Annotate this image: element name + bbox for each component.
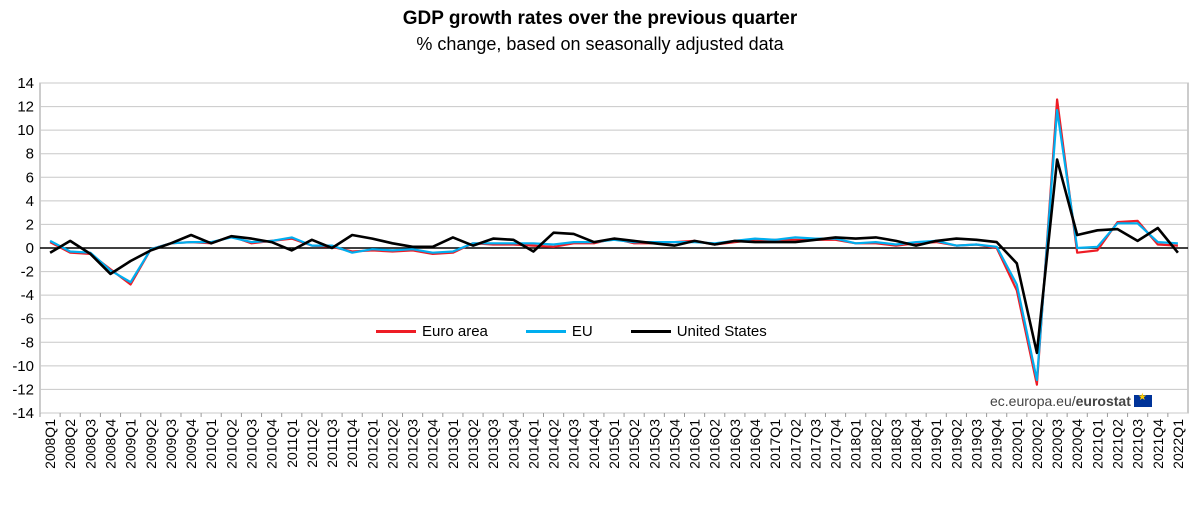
legend-item-eu: EU (525, 323, 593, 340)
y-tick-label: 4 (26, 193, 34, 210)
x-tick-label: 2012Q3 (405, 419, 421, 469)
x-tick-label: 2019Q3 (969, 419, 985, 469)
x-tick-label: 2013Q2 (465, 419, 481, 469)
y-tick-label: 8 (26, 146, 34, 163)
chart-subtitle: % change, based on seasonally adjusted d… (416, 34, 784, 54)
x-tick-label: 2020Q1 (1009, 419, 1025, 469)
source-prefix: ec.europa.eu/ (990, 393, 1076, 409)
x-tick-label: 2014Q2 (546, 419, 562, 469)
x-tick-label: 2011Q4 (344, 419, 360, 468)
x-tick-label: 2013Q3 (485, 419, 501, 469)
x-tick-label: 2014Q1 (525, 419, 541, 469)
x-tick-label: 2009Q4 (183, 419, 199, 469)
legend-item-euro-area: Euro area (376, 323, 488, 340)
y-tick-label: -8 (21, 334, 34, 351)
legend-swatch-euro-area (376, 330, 416, 333)
legend-label-united-states: United States (676, 323, 767, 340)
x-tick-label: 2008Q1 (42, 419, 58, 469)
x-tick-label: 2008Q2 (62, 419, 78, 469)
x-tick-label: 2019Q2 (948, 419, 964, 469)
x-tick-label: 2018Q3 (888, 419, 904, 469)
y-tick-label: 12 (17, 99, 34, 116)
y-tick-label: 2 (26, 216, 34, 233)
x-tick-label: 2016Q3 (727, 419, 743, 469)
x-tick-label: 2015Q4 (666, 419, 682, 469)
y-tick-label: 10 (17, 122, 34, 139)
x-tick-label: 2009Q2 (143, 419, 159, 469)
x-tick-label: 2013Q4 (505, 419, 521, 469)
y-tick-label: 14 (17, 75, 34, 92)
x-tick-label: 2013Q1 (445, 419, 461, 469)
x-tick-label: 2018Q2 (868, 419, 884, 469)
legend-label-euro-area: Euro area (422, 323, 488, 340)
x-tick-label: 2010Q4 (264, 419, 280, 469)
source-brand: eurostat (1075, 393, 1131, 409)
y-tick-label: -12 (12, 381, 34, 398)
x-tick-label: 2012Q2 (384, 419, 400, 469)
x-tick-label: 2009Q1 (123, 419, 139, 469)
x-tick-label: 2016Q4 (747, 419, 763, 469)
x-tick-label: 2020Q4 (1069, 419, 1085, 469)
x-tick-label: 2018Q1 (848, 419, 864, 469)
x-tick-label: 2012Q1 (364, 419, 380, 469)
x-tick-label: 2017Q4 (828, 419, 844, 469)
x-tick-label: 2017Q3 (807, 419, 823, 469)
legend-swatch-united-states (630, 330, 671, 333)
legend-label-eu: EU (571, 323, 593, 340)
gridlines (39, 82, 1189, 414)
y-tick-label: -6 (21, 311, 34, 328)
legend-swatch-eu (525, 330, 566, 333)
x-tick-label: 2021Q4 (1150, 419, 1166, 469)
x-tick-label: 2018Q4 (908, 419, 924, 469)
x-tick-label: 2022Q1 (1170, 419, 1186, 469)
y-tick-label: 0 (26, 240, 34, 257)
x-tick-label: 2021Q3 (1130, 419, 1146, 469)
x-tick-label: 2016Q2 (707, 419, 723, 469)
eu-flag-icon (1133, 392, 1152, 407)
x-tick-label: 2015Q2 (626, 419, 642, 469)
x-tick-label: 2014Q4 (586, 419, 602, 469)
x-tick-label: 2010Q1 (203, 419, 219, 469)
y-tick-label: -14 (12, 405, 34, 422)
x-tick-label: 2021Q2 (1110, 419, 1126, 469)
x-tick-label: 2015Q1 (606, 419, 622, 469)
x-tick-label: 2019Q4 (989, 419, 1005, 469)
x-tick-label: 2010Q3 (243, 419, 259, 469)
x-tick-label: 2011Q3 (324, 419, 340, 468)
x-tick-label: 2014Q3 (566, 419, 582, 469)
x-axis: 2008Q1 2008Q2 2008Q3 2008Q4 2009Q1 2009Q2 2009… (39, 413, 1186, 469)
x-tick-label: 2017Q2 (787, 419, 803, 469)
y-axis: 14 12 10 8 6 4 2 0 -2 -4 -6 -8 -10 -12 -14 (12, 75, 34, 422)
y-tick-label: 6 (26, 169, 34, 186)
y-tick-label: -4 (21, 287, 34, 304)
x-tick-label: 2011Q2 (304, 419, 320, 468)
x-tick-label: 2021Q1 (1089, 419, 1105, 469)
x-tick-label: 2011Q1 (284, 419, 300, 468)
chart-title: GDP growth rates over the previous quart… (402, 8, 798, 29)
x-tick-label: 2020Q2 (1029, 419, 1045, 469)
legend-item-united-states: United States (630, 323, 767, 340)
x-tick-label: 2019Q1 (928, 419, 944, 469)
x-tick-label: 2020Q3 (1049, 419, 1065, 469)
y-tick-label: -2 (21, 264, 34, 281)
legend: Euro area EU United States (376, 323, 805, 340)
x-tick-label: 2016Q1 (687, 419, 703, 469)
x-tick-label: 2010Q2 (223, 419, 239, 469)
x-tick-label: 2008Q3 (82, 419, 98, 469)
series-line-united-states (49, 158, 1179, 355)
x-tick-label: 2012Q4 (425, 419, 441, 469)
series-lines (49, 98, 1179, 386)
x-tick-label: 2009Q3 (163, 419, 179, 469)
x-tick-label: 2015Q3 (646, 419, 662, 469)
x-tick-label: 2008Q4 (102, 419, 118, 469)
x-tick-label: 2017Q1 (767, 419, 783, 469)
source-credit: ec.europa.eu/eurostat (990, 392, 1152, 409)
y-tick-label: -10 (12, 358, 34, 375)
